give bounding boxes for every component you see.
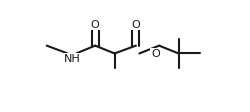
Text: NH: NH [64, 54, 80, 64]
Text: O: O [132, 20, 140, 30]
Text: O: O [151, 49, 160, 59]
Text: O: O [91, 20, 100, 30]
